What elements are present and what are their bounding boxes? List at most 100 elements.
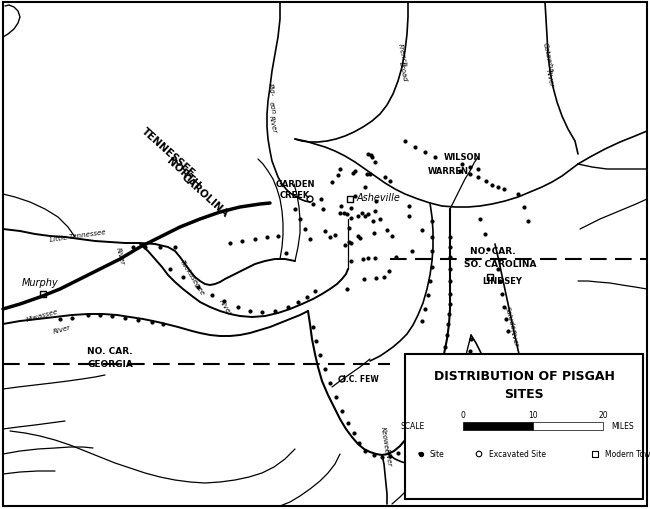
Point xyxy=(391,253,401,261)
Bar xyxy=(463,422,533,430)
Text: River: River xyxy=(384,448,392,466)
Point xyxy=(523,217,533,225)
Point xyxy=(342,285,352,293)
Point xyxy=(219,297,229,305)
Text: 20: 20 xyxy=(598,410,608,419)
Point xyxy=(353,212,363,220)
Point xyxy=(374,216,385,224)
Point xyxy=(416,450,426,458)
Point xyxy=(444,310,454,319)
Point xyxy=(463,359,473,367)
Point xyxy=(344,238,354,246)
Point xyxy=(270,307,280,316)
Text: Catawba: Catawba xyxy=(542,42,554,73)
Text: CREEK: CREEK xyxy=(280,191,310,200)
Text: Murphy: Murphy xyxy=(22,277,58,288)
Point xyxy=(349,429,359,437)
Text: Excavated Site: Excavated Site xyxy=(489,449,546,459)
Point xyxy=(493,265,503,273)
Point xyxy=(590,450,600,458)
Point xyxy=(292,298,303,306)
Point xyxy=(465,163,475,172)
Text: River: River xyxy=(545,68,555,88)
Point xyxy=(120,314,130,322)
Text: SITES: SITES xyxy=(504,388,544,401)
Text: •: • xyxy=(417,449,422,459)
Point xyxy=(473,165,483,174)
Point xyxy=(360,212,370,220)
Text: MILES: MILES xyxy=(611,421,634,431)
Point xyxy=(369,230,379,238)
Text: River: River xyxy=(268,115,278,133)
Point xyxy=(365,171,375,179)
Point xyxy=(363,151,373,159)
Point xyxy=(427,247,437,256)
Bar xyxy=(533,422,603,430)
Point xyxy=(325,234,335,242)
Point xyxy=(362,171,372,179)
Point xyxy=(308,201,318,209)
Point xyxy=(438,355,448,363)
Point xyxy=(493,184,503,192)
Text: GEORGIA: GEORGIA xyxy=(87,360,133,369)
Text: Modern Town: Modern Town xyxy=(605,449,650,459)
Point xyxy=(417,227,427,235)
Point xyxy=(346,204,356,212)
Point xyxy=(354,439,364,447)
Point xyxy=(497,290,507,298)
Point xyxy=(436,367,446,375)
Text: Asheville: Asheville xyxy=(357,192,401,203)
Point xyxy=(233,303,243,312)
Text: NO. CAR.: NO. CAR. xyxy=(87,347,133,356)
Point xyxy=(400,137,410,146)
Point xyxy=(463,431,473,439)
Point xyxy=(410,144,420,152)
Point xyxy=(300,225,310,234)
Point xyxy=(359,275,369,284)
Text: River: River xyxy=(218,298,232,317)
Point xyxy=(107,313,117,321)
Point xyxy=(426,403,436,411)
Point xyxy=(445,290,455,298)
Point xyxy=(38,290,48,298)
Point xyxy=(500,315,511,323)
Text: SO. CAROLINA: SO. CAROLINA xyxy=(463,260,536,269)
Point xyxy=(459,395,469,403)
Point xyxy=(485,273,495,281)
Point xyxy=(382,227,393,235)
Point xyxy=(385,178,395,186)
Point xyxy=(385,452,395,460)
Point xyxy=(128,243,138,251)
Text: Little Tennessee: Little Tennessee xyxy=(49,229,107,242)
Point xyxy=(133,316,143,324)
Point xyxy=(245,307,255,316)
Point xyxy=(445,243,455,251)
Point xyxy=(193,284,203,292)
Point xyxy=(95,312,105,320)
Point xyxy=(380,174,390,182)
Point xyxy=(342,210,352,218)
Point xyxy=(353,233,363,241)
Point xyxy=(430,154,440,162)
Point xyxy=(335,165,345,174)
Point xyxy=(305,236,315,244)
Point xyxy=(165,265,176,273)
Point xyxy=(337,375,347,383)
Point xyxy=(370,274,381,282)
Point xyxy=(335,203,346,211)
Point xyxy=(393,449,403,457)
Point xyxy=(355,235,365,243)
Point xyxy=(377,453,387,461)
Point xyxy=(281,249,292,258)
Point xyxy=(430,391,440,399)
Point xyxy=(346,239,356,247)
Point xyxy=(55,315,65,323)
Point xyxy=(225,239,235,247)
Point xyxy=(455,167,465,176)
Text: Tuckasegee: Tuckasegee xyxy=(179,259,205,296)
Point xyxy=(460,383,470,391)
Point xyxy=(480,231,490,239)
Text: Hiwassee: Hiwassee xyxy=(25,308,58,323)
Point xyxy=(320,365,330,373)
Point xyxy=(337,407,347,415)
